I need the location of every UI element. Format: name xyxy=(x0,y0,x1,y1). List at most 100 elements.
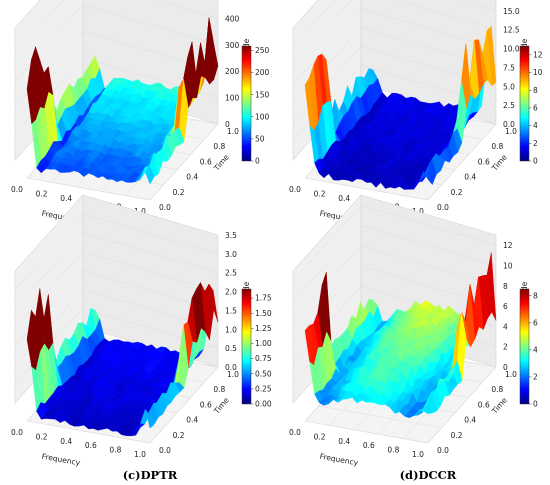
z-tick-label: 7.5 xyxy=(503,63,515,72)
wall-grid-line xyxy=(14,4,84,81)
surface-patch xyxy=(145,409,155,429)
wall-grid-line xyxy=(14,0,41,29)
z-tick-label: 3.5 xyxy=(225,231,237,240)
z-tick-label: 2.5 xyxy=(503,101,515,110)
colorbar-tick-label: 8 xyxy=(533,86,538,95)
y-tick-label: 0.0 xyxy=(159,446,171,455)
surface xyxy=(26,281,219,437)
x-axis-label: Frequency xyxy=(41,452,81,468)
wall-grid-line xyxy=(292,225,362,302)
x-tick-label: 0.0 xyxy=(289,185,301,194)
colorbar-tick-label: 2 xyxy=(533,373,538,382)
floor-grid-line xyxy=(427,123,497,201)
colorbar-tick-label: 150 xyxy=(255,90,270,99)
wall-grid-line xyxy=(82,213,219,255)
panel-caption: (d)DCCR xyxy=(400,468,457,482)
x-tick-label: 0.0 xyxy=(11,185,23,194)
surface xyxy=(304,252,497,419)
wall-grid-line xyxy=(360,265,497,307)
z-tick-label: 15.0 xyxy=(503,7,520,16)
surface xyxy=(304,25,497,190)
colorbar xyxy=(241,288,252,405)
colorbar-tick-label: 1.50 xyxy=(255,309,272,318)
chart-panel-3: 0.0 0.2 0.4 0.6 0.8 1.0Frequency0.00.20.40.60… xyxy=(11,194,272,482)
chart-panel-4: 0.0 0.2 0.4 0.6 0.8 1.0Frequency0.00.20.40.60… xyxy=(289,194,538,482)
surface-patch xyxy=(145,165,155,185)
y-tick-label: 0.4 xyxy=(464,173,476,182)
wall-grid-line xyxy=(14,31,84,108)
y-tick-label: 0.0 xyxy=(437,203,449,212)
panel-caption: (c)DPTR xyxy=(123,468,178,482)
x-tick-label: 0.6 xyxy=(85,441,97,450)
colorbar-tick-label: 12 xyxy=(533,50,543,59)
wall-grid-line xyxy=(292,0,336,48)
colorbar-tick-label: 2 xyxy=(533,139,538,148)
wall-grid-line xyxy=(292,204,362,282)
z-tick-label: 2.5 xyxy=(225,269,237,278)
colorbar-tick-label: 10 xyxy=(533,68,543,77)
wall-grid-line xyxy=(360,8,497,49)
y-tick-label: 0.2 xyxy=(173,431,185,440)
surface-patch xyxy=(423,403,433,414)
z-tick-label: 2 xyxy=(503,343,508,352)
colorbar-tick-label: 50 xyxy=(255,134,265,143)
z-tick-label: 0 xyxy=(225,120,230,129)
z-tick-label: 400 xyxy=(225,14,240,23)
floor-grid-line xyxy=(318,405,442,429)
x-tick-label: 0.0 xyxy=(11,428,23,437)
y-tick-label: 0.8 xyxy=(491,142,503,151)
colorbar-tick-label: 4 xyxy=(533,121,538,130)
y-tick-label: 0.4 xyxy=(464,416,476,425)
wall-grid-line xyxy=(14,232,84,309)
z-tick-label: 10.0 xyxy=(503,45,520,54)
y-tick-label: 0.6 xyxy=(478,400,490,409)
colorbar-tick-label: 0.25 xyxy=(255,384,272,393)
z-tick-label: 12 xyxy=(503,241,513,250)
colorbar-tick-label: 6 xyxy=(533,318,538,327)
colorbar-tick-label: 1.25 xyxy=(255,324,272,333)
wall-grid-line xyxy=(82,194,219,236)
y-tick-label: 0.4 xyxy=(186,173,198,182)
colorbar-tick-label: 4 xyxy=(533,345,538,354)
floor-grid-line xyxy=(427,366,497,444)
wall-grid-line xyxy=(292,0,319,29)
x-tick-label: 1.0 xyxy=(412,207,424,216)
y-tick-label: 1.0 xyxy=(227,127,239,136)
z-tick-label: 100 xyxy=(225,94,240,103)
y-axis-label: Time xyxy=(211,395,231,416)
z-tick-label: 8 xyxy=(503,282,508,291)
y-tick-label: 1.0 xyxy=(505,127,517,136)
wall-grid-line xyxy=(14,0,65,55)
z-tick-label: 3.0 xyxy=(225,250,237,259)
x-tick-label: 1.0 xyxy=(412,450,424,459)
wall-grid-line xyxy=(292,8,362,85)
wall-grid-line xyxy=(82,30,219,72)
y-tick-label: 0.2 xyxy=(173,188,185,197)
y-tick-label: 0.2 xyxy=(451,431,463,440)
colorbar-tick-label: 0 xyxy=(533,400,538,409)
floor-grid-line xyxy=(149,366,219,444)
x-tick-label: 0.6 xyxy=(363,441,375,450)
wall-grid-line xyxy=(14,251,84,328)
z-tick-label: 2.0 xyxy=(225,288,237,297)
wall-grid-line xyxy=(360,245,497,287)
x-tick-label: 1.0 xyxy=(134,207,146,216)
surface-patch xyxy=(423,171,433,185)
wall-grid-line xyxy=(360,225,497,266)
z-tick-label: 1.5 xyxy=(225,306,237,315)
colorbar-tick-label: 0.00 xyxy=(255,400,272,409)
z-tick-label: 200 xyxy=(225,67,240,76)
z-tick-label: 0.0 xyxy=(225,363,237,372)
wall-grid-line xyxy=(82,251,219,292)
y-axis-label: Time xyxy=(211,152,231,173)
z-tick-label: 0.5 xyxy=(225,344,237,353)
wall-grid-line xyxy=(155,0,219,19)
y-tick-label: 0.8 xyxy=(213,385,225,394)
surface xyxy=(26,17,219,185)
x-tick-label: 0.2 xyxy=(36,432,48,441)
y-tick-label: 1.0 xyxy=(505,370,517,379)
y-tick-label: 1.0 xyxy=(227,370,239,379)
y-tick-label: 0.8 xyxy=(213,142,225,151)
